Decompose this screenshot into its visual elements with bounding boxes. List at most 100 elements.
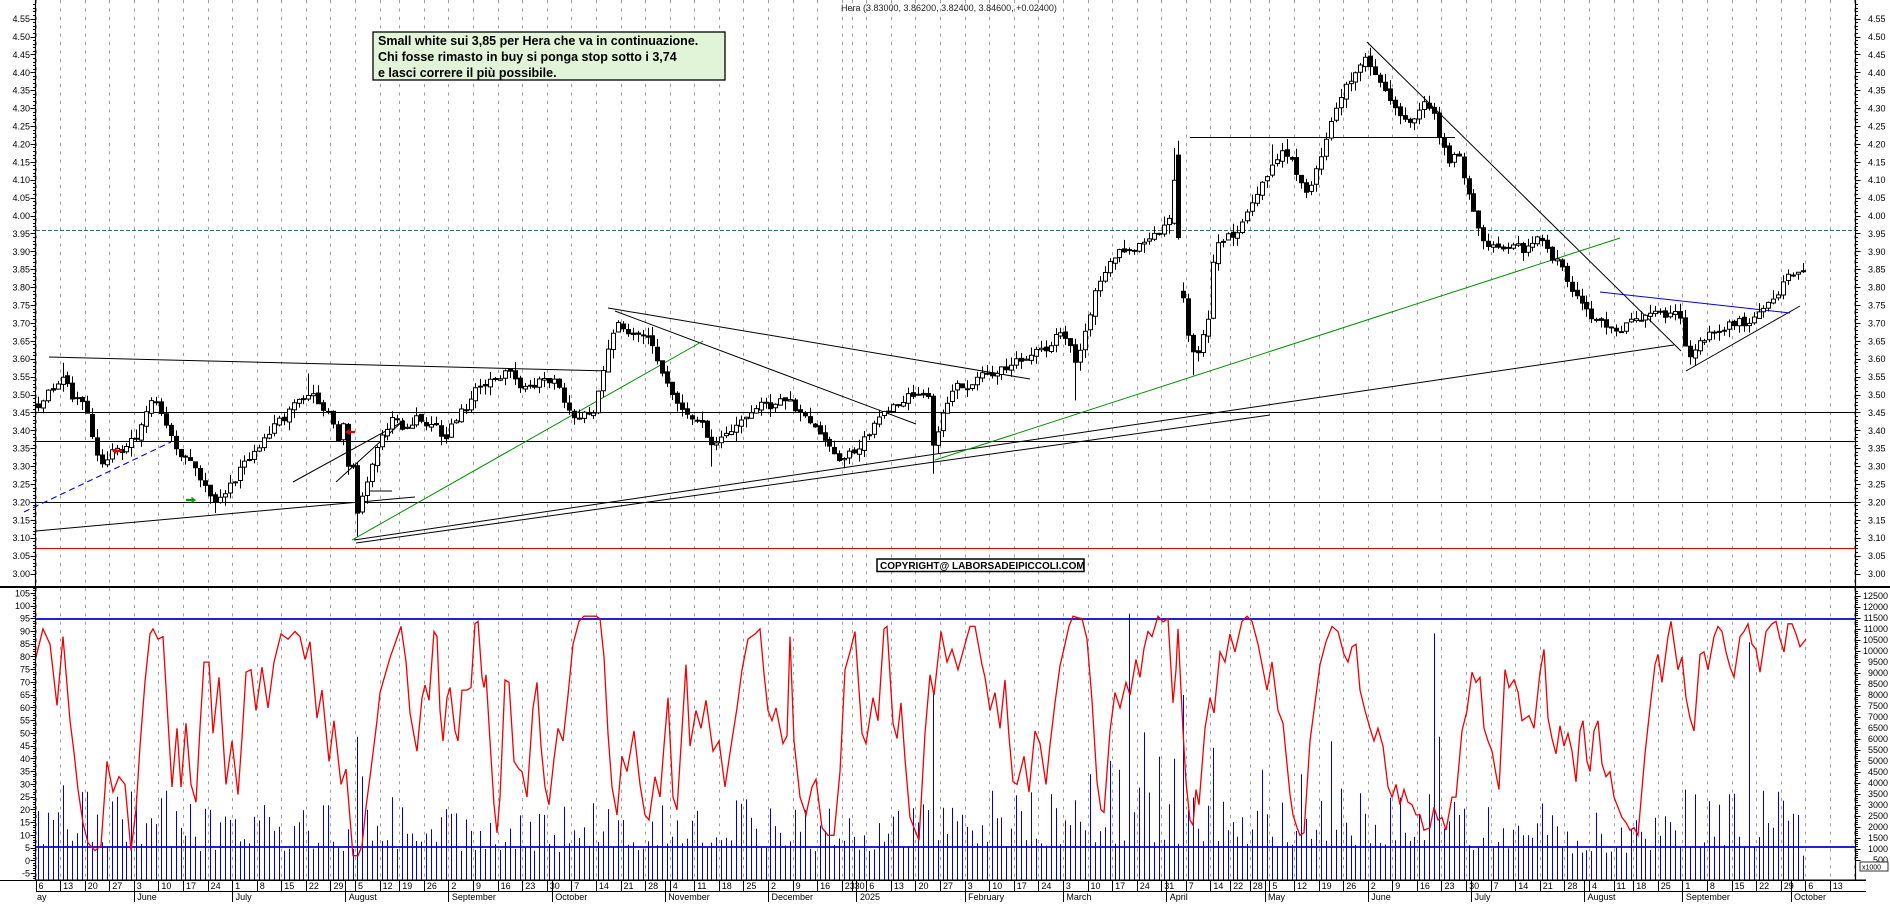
svg-text:October: October (1794, 892, 1826, 902)
svg-text:29: 29 (334, 881, 344, 891)
svg-text:3.05: 3.05 (1868, 551, 1886, 561)
svg-text:3000: 3000 (1868, 800, 1888, 810)
svg-text:3.20: 3.20 (12, 497, 30, 507)
svg-text:17: 17 (1017, 881, 1027, 891)
svg-text:3.80: 3.80 (1868, 283, 1886, 293)
svg-text:5: 5 (358, 881, 363, 891)
svg-text:December: December (772, 892, 814, 902)
svg-text:13: 13 (63, 881, 73, 891)
svg-text:20: 20 (20, 805, 30, 815)
svg-text:3.90: 3.90 (1868, 247, 1886, 257)
svg-text:4.05: 4.05 (12, 193, 30, 203)
svg-text:3: 3 (968, 881, 973, 891)
svg-text:August: August (1588, 892, 1617, 902)
svg-text:3.65: 3.65 (12, 336, 30, 346)
svg-text:10: 10 (992, 881, 1002, 891)
svg-text:5: 5 (25, 843, 30, 853)
svg-text:24: 24 (1140, 881, 1150, 891)
svg-text:3.55: 3.55 (12, 372, 30, 382)
svg-text:2500: 2500 (1868, 811, 1888, 821)
svg-text:Small white sui 3,85 per Hera: Small white sui 3,85 per Hera che va in … (378, 34, 698, 48)
svg-text:22: 22 (1759, 881, 1769, 891)
svg-text:February: February (968, 892, 1005, 902)
svg-text:12000: 12000 (1863, 602, 1888, 612)
svg-text:2: 2 (451, 881, 456, 891)
svg-text:4.50: 4.50 (1868, 32, 1886, 42)
svg-text:3.75: 3.75 (12, 301, 30, 311)
svg-text:ay: ay (37, 892, 47, 902)
svg-text:60: 60 (20, 703, 30, 713)
svg-text:3.50: 3.50 (1868, 390, 1886, 400)
svg-text:10: 10 (20, 830, 30, 840)
svg-text:80: 80 (20, 652, 30, 662)
svg-text:August: August (349, 892, 378, 902)
svg-text:3.25: 3.25 (12, 480, 30, 490)
svg-text:6: 6 (1808, 881, 1813, 891)
svg-text:Chi fosse rimasto in buy si po: Chi fosse rimasto in buy si ponga stop s… (378, 50, 677, 64)
svg-text:8500: 8500 (1868, 679, 1888, 689)
svg-text:4.30: 4.30 (1868, 104, 1886, 114)
svg-text:Hera (3.83000, 3.86200, 3.8240: Hera (3.83000, 3.86200, 3.82400, 3.84600… (841, 3, 1057, 13)
svg-text:3: 3 (1066, 881, 1071, 891)
svg-text:9000: 9000 (1868, 668, 1888, 678)
svg-text:3.55: 3.55 (1868, 372, 1886, 382)
svg-text:12: 12 (383, 881, 393, 891)
svg-text:70: 70 (20, 677, 30, 687)
svg-text:14: 14 (1213, 881, 1223, 891)
svg-text:7: 7 (1494, 881, 1499, 891)
svg-text:10500: 10500 (1863, 635, 1888, 645)
svg-text:4.20: 4.20 (12, 139, 30, 149)
svg-text:4.25: 4.25 (12, 122, 30, 132)
svg-text:4.15: 4.15 (1868, 157, 1886, 167)
svg-text:4.25: 4.25 (1868, 122, 1886, 132)
svg-text:17: 17 (1115, 881, 1125, 891)
svg-text:25: 25 (1661, 881, 1671, 891)
svg-text:19: 19 (1322, 881, 1332, 891)
svg-text:16: 16 (820, 881, 830, 891)
svg-text:14: 14 (1518, 881, 1528, 891)
svg-text:25: 25 (20, 792, 30, 802)
svg-text:4.35: 4.35 (1868, 86, 1886, 96)
svg-text:500: 500 (1873, 855, 1888, 865)
svg-text:5500: 5500 (1868, 745, 1888, 755)
svg-text:2025: 2025 (860, 892, 880, 902)
svg-text:November: November (668, 892, 710, 902)
svg-text:8000: 8000 (1868, 690, 1888, 700)
svg-text:7: 7 (574, 881, 579, 891)
svg-text:85: 85 (20, 639, 30, 649)
svg-text:8: 8 (260, 881, 265, 891)
svg-text:April: April (1170, 892, 1188, 902)
svg-text:1: 1 (1685, 881, 1690, 891)
svg-text:28: 28 (648, 881, 658, 891)
svg-text:4.15: 4.15 (12, 157, 30, 167)
svg-text:9: 9 (476, 881, 481, 891)
svg-text:4.00: 4.00 (1868, 211, 1886, 221)
svg-text:6: 6 (39, 881, 44, 891)
svg-text:2: 2 (771, 881, 776, 891)
svg-text:17: 17 (186, 881, 196, 891)
svg-text:7000: 7000 (1868, 712, 1888, 722)
svg-text:3.95: 3.95 (12, 229, 30, 239)
svg-text:40: 40 (20, 754, 30, 764)
svg-text:13: 13 (894, 881, 904, 891)
svg-text:4.45: 4.45 (12, 50, 30, 60)
svg-text:3.80: 3.80 (12, 283, 30, 293)
svg-text:1: 1 (235, 881, 240, 891)
svg-text:100: 100 (15, 601, 30, 611)
svg-text:7: 7 (1189, 881, 1194, 891)
svg-text:3.00: 3.00 (1868, 569, 1886, 579)
svg-text:June: June (137, 892, 157, 902)
svg-text:4500: 4500 (1868, 767, 1888, 777)
svg-text:65: 65 (20, 690, 30, 700)
svg-text:3.15: 3.15 (12, 515, 30, 525)
svg-text:4.00: 4.00 (12, 211, 30, 221)
svg-text:2: 2 (1371, 881, 1376, 891)
svg-text:14: 14 (599, 881, 609, 891)
svg-text:29: 29 (1784, 881, 1794, 891)
svg-text:95: 95 (20, 614, 30, 624)
svg-text:21: 21 (1543, 881, 1553, 891)
svg-text:50: 50 (20, 728, 30, 738)
svg-text:1000: 1000 (1868, 844, 1888, 854)
svg-text:3.20: 3.20 (1868, 497, 1886, 507)
svg-text:4.40: 4.40 (1868, 68, 1886, 78)
